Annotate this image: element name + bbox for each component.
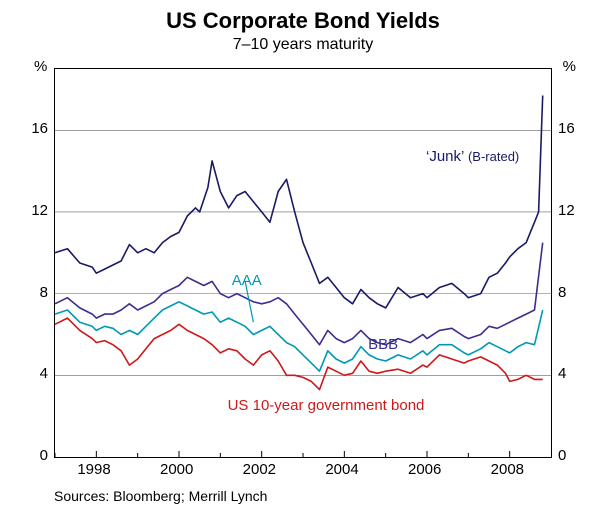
x-tick: 2004: [325, 461, 358, 478]
x-tick: 2002: [243, 461, 276, 478]
x-tick: 2006: [408, 461, 441, 478]
series-junk: [55, 96, 543, 308]
y-tick-left: 12: [31, 202, 48, 219]
x-tick: 1998: [77, 461, 110, 478]
y-unit-left: %: [34, 58, 47, 75]
series-label-ust10: US 10-year government bond: [228, 397, 425, 414]
y-tick-right: 4: [558, 365, 566, 382]
y-tick-right: 12: [558, 202, 575, 219]
series-label-junk: ‘Junk’ (B-rated): [426, 148, 519, 165]
y-unit-right: %: [563, 58, 576, 75]
sources-text: Sources: Bloomberg; Merrill Lynch: [54, 488, 267, 504]
series-label-aaa: AAA: [232, 272, 262, 289]
y-tick-right: 0: [558, 447, 566, 464]
y-tick-left: 8: [40, 284, 48, 301]
chart-title: US Corporate Bond Yields: [0, 0, 606, 34]
y-tick-right: 8: [558, 284, 566, 301]
y-tick-right: 16: [558, 120, 575, 137]
chart-container: US Corporate Bond Yields 7–10 years matu…: [0, 0, 606, 512]
x-tick: 2008: [491, 461, 524, 478]
y-tick-left: 4: [40, 365, 48, 382]
y-tick-left: 16: [31, 120, 48, 137]
x-tick: 2000: [160, 461, 193, 478]
chart-subtitle: 7–10 years maturity: [0, 34, 606, 54]
y-tick-left: 0: [40, 447, 48, 464]
series-label-bbb: BBB: [368, 336, 398, 353]
